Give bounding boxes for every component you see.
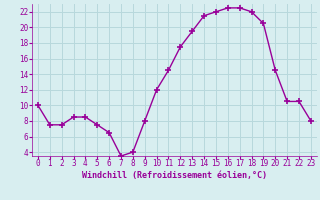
X-axis label: Windchill (Refroidissement éolien,°C): Windchill (Refroidissement éolien,°C): [82, 171, 267, 180]
